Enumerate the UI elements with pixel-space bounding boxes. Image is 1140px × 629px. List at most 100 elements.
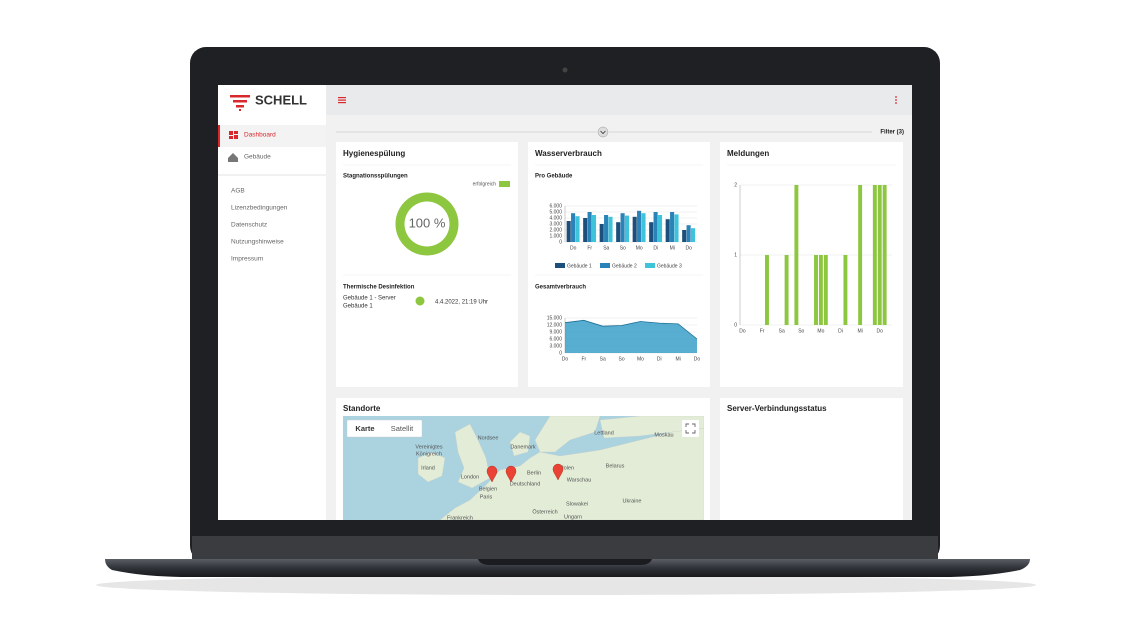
bar xyxy=(641,213,646,242)
nav-item[interactable]: Dashboard xyxy=(244,132,276,139)
bar xyxy=(637,210,642,242)
bar xyxy=(882,185,887,325)
bar xyxy=(682,230,687,242)
x-tick-label: Mo xyxy=(637,356,644,362)
x-tick-label: Fr xyxy=(760,328,765,334)
map-label: Irland xyxy=(421,465,435,471)
map-type-button[interactable]: Satellit xyxy=(391,424,414,433)
line xyxy=(564,319,698,340)
map-label: Warschau xyxy=(567,477,592,483)
home-icon xyxy=(228,153,238,162)
y-tick-label: 0 xyxy=(734,322,737,328)
map-label: London xyxy=(461,474,479,480)
y-tick-label: 12.000 xyxy=(547,322,563,328)
legend-swatch xyxy=(555,263,565,268)
x-tick-label: Mo xyxy=(636,245,643,251)
chevron xyxy=(600,130,606,135)
subtitle: Stagnationsspülungen xyxy=(343,174,408,180)
bar xyxy=(674,214,679,242)
bar xyxy=(616,222,621,242)
x-tick-label: Sa xyxy=(603,245,609,251)
card-title: Wasserverbrauch xyxy=(535,149,602,158)
nav-active-bar xyxy=(218,125,220,147)
x-tick-label: Do xyxy=(686,245,693,251)
filter-toggle[interactable] xyxy=(597,126,609,138)
bar xyxy=(670,212,675,242)
x-tick-label: Do xyxy=(570,245,577,251)
bar xyxy=(686,225,691,242)
menu-icon[interactable] xyxy=(338,97,346,104)
map-label: Moskau xyxy=(654,432,673,438)
area xyxy=(565,320,697,353)
map-pins[interactable] xyxy=(486,463,564,483)
donut-label: 100 % xyxy=(409,215,446,230)
subtitle: Pro Gebäude xyxy=(535,174,573,180)
x-tick-label: Do xyxy=(739,328,746,334)
bar xyxy=(591,215,597,242)
bar xyxy=(843,255,848,325)
card-title: Server-Verbindungsstatus xyxy=(727,404,827,413)
bar xyxy=(657,215,663,242)
x-tick-label: Mi xyxy=(857,328,862,334)
bar xyxy=(690,228,696,242)
map-label: Belgien xyxy=(479,486,497,492)
bar xyxy=(823,255,828,325)
x-tick-label: Di xyxy=(657,356,662,362)
bar xyxy=(575,216,580,242)
map-label: Danemark xyxy=(510,444,536,450)
bar xyxy=(784,255,789,325)
y-tick-label: 9.000 xyxy=(549,329,562,335)
bar xyxy=(877,185,882,325)
legend-label: Gebäude 3 xyxy=(657,263,682,269)
x-tick-label: Sa xyxy=(600,356,606,362)
y-tick-label: 2 xyxy=(734,182,737,188)
x-tick-label: Do xyxy=(562,356,569,362)
y-tick-label: 3.000 xyxy=(549,343,562,349)
y-tick-label: 15.000 xyxy=(547,315,563,321)
fullscreen-button[interactable] xyxy=(682,420,699,437)
legend-swatch xyxy=(645,263,655,268)
map-label: Vereinigtes xyxy=(415,444,442,450)
header-bar xyxy=(326,85,912,115)
nav-item[interactable]: Gebäude xyxy=(244,154,271,161)
map-type-button[interactable]: Karte xyxy=(355,424,374,433)
x-tick-label: Fr xyxy=(587,245,592,251)
nav-link[interactable]: Nutzungshinweise xyxy=(231,239,284,246)
building: Gebäude 1 xyxy=(343,304,373,310)
y-tick-label: 1.000 xyxy=(549,233,562,239)
bar xyxy=(624,215,630,242)
card-dividers xyxy=(343,164,896,276)
bar xyxy=(858,185,863,325)
map[interactable]: Nordsee Danemark Lettland Moskau Irland Verei… xyxy=(343,416,704,521)
bar xyxy=(665,219,670,242)
map-label: Frankreich xyxy=(447,515,473,521)
bar xyxy=(571,213,576,242)
bar xyxy=(608,216,613,242)
map-label: Polen xyxy=(560,465,574,471)
more-icon[interactable] xyxy=(895,96,897,104)
bar xyxy=(818,255,823,325)
map-label: Paris xyxy=(480,494,493,500)
building: Gebäude 1 - Server xyxy=(343,296,396,302)
filter-label[interactable]: Filter (3) xyxy=(880,130,904,136)
bar xyxy=(872,185,877,325)
map-label: Slowakei xyxy=(566,501,588,507)
x-tick-label: So xyxy=(619,356,625,362)
nav-link[interactable]: Impressum xyxy=(231,256,263,263)
bar xyxy=(599,224,604,242)
status-dot xyxy=(415,296,425,306)
subtitle: Thermische Desinfektion xyxy=(343,285,415,291)
x-tick-label: Mi xyxy=(676,356,681,362)
nav-link[interactable]: Lizenzbedingungen xyxy=(231,205,288,212)
x-tick-label: So xyxy=(620,245,626,251)
bar xyxy=(583,218,588,242)
y-tick-label: 1 xyxy=(734,252,737,258)
x-tick-label: Sa xyxy=(779,328,785,334)
nav-link[interactable]: Datenschutz xyxy=(231,222,267,229)
x-tick-label: Di xyxy=(838,328,843,334)
nav-link[interactable]: AGB xyxy=(231,188,245,195)
notch xyxy=(478,559,652,565)
map-label: Nordsee xyxy=(478,435,499,441)
bar xyxy=(566,221,571,242)
